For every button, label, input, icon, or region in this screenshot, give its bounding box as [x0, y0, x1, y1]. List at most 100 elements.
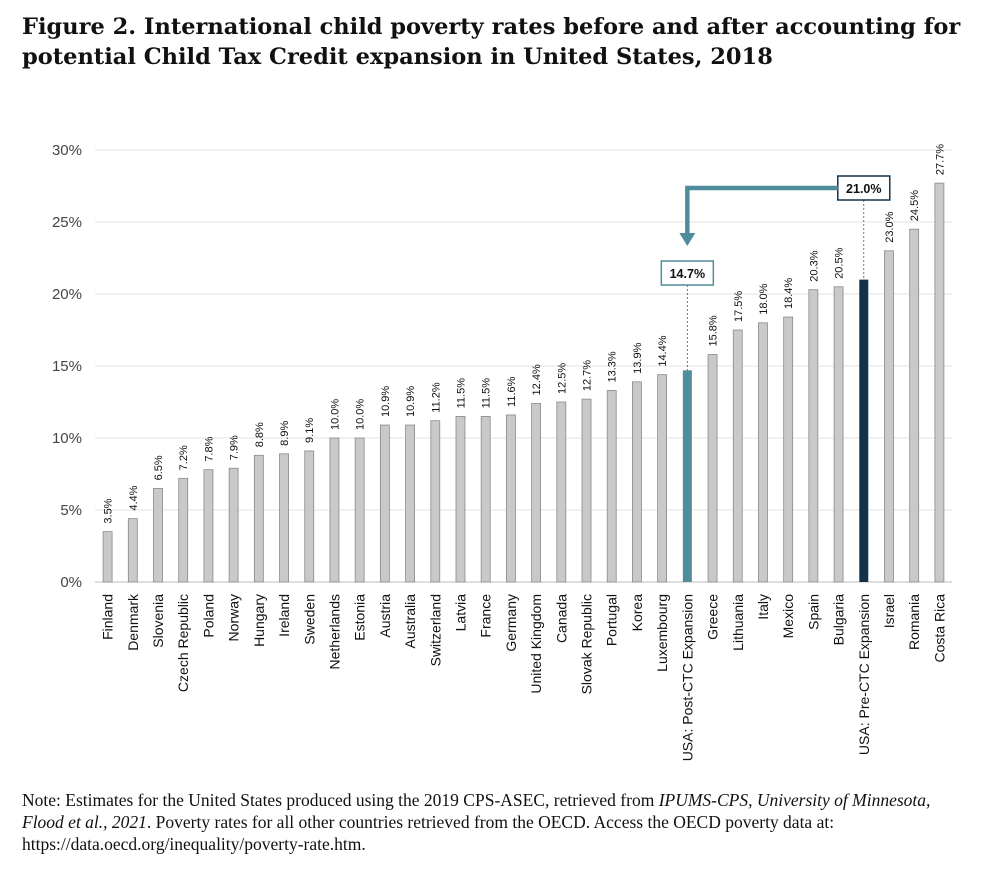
note-source: IPUMS-CPS, University of Minnesota, Floo…	[22, 790, 931, 832]
bar	[354, 437, 365, 583]
bar	[379, 424, 390, 583]
category-label: Israel	[881, 594, 897, 628]
gridlines	[95, 149, 952, 583]
bar	[808, 289, 819, 583]
y-tick-label: 25%	[52, 214, 82, 231]
pre-callout-value: 21.0%	[846, 182, 881, 196]
data-label: 11.2%	[430, 382, 442, 413]
y-tick-label: 0%	[60, 574, 82, 591]
category-label: Slovenia	[150, 594, 166, 648]
post-callout-box	[660, 260, 715, 286]
category-label: Norway	[226, 594, 242, 641]
data-label: 8.8%	[254, 422, 266, 447]
bar	[758, 322, 768, 583]
category-label: Netherlands	[326, 594, 342, 670]
category-label: Poland	[200, 594, 216, 638]
data-label: 18.4%	[783, 278, 795, 309]
change-arrow	[685, 185, 838, 234]
bar	[430, 420, 441, 583]
bar	[329, 437, 340, 583]
data-labels: 3.5% 4.4% 6.5% 7.2% 7.8% 7.9% 8.8% 8.9% 9.1% 10.0…	[103, 144, 947, 524]
y-axis: 0% 5% 10% 15% 20% 25% 30%	[52, 142, 82, 591]
category-label: Austria	[377, 594, 393, 638]
bar	[909, 228, 920, 583]
data-label: 12.4%	[531, 364, 543, 395]
category-label: Spain	[805, 594, 821, 630]
category-label: United Kingdom	[528, 594, 544, 694]
note-tail: . Poverty rates for all other countries …	[22, 812, 835, 854]
category-label: Germany	[503, 594, 519, 652]
category-label: Czech Republic	[175, 594, 191, 692]
bar	[783, 316, 794, 583]
category-label: Estonia	[352, 594, 368, 641]
category-label: USA: Pre-CTC Expansion	[856, 594, 872, 755]
bar	[707, 354, 718, 583]
data-label: 18.0%	[758, 283, 770, 314]
data-label: 20.3%	[808, 250, 820, 281]
data-label: 9.1%	[304, 418, 316, 443]
category-label: Latvia	[452, 594, 468, 632]
category-label: Portugal	[604, 594, 620, 646]
arrowhead	[679, 233, 696, 246]
bar	[657, 374, 668, 583]
bar	[884, 250, 894, 583]
data-label: 3.5%	[103, 498, 115, 523]
bar	[279, 453, 289, 583]
data-label: 14.4%	[657, 335, 669, 366]
data-label: 20.5%	[834, 247, 846, 278]
category-label: Switzerland	[427, 594, 443, 666]
y-tick-label: 10%	[52, 430, 82, 447]
data-label: 17.5%	[733, 291, 745, 322]
category-label: Bulgaria	[831, 594, 847, 646]
category-label: Greece	[705, 594, 721, 640]
bar	[732, 329, 743, 583]
y-tick-label: 15%	[52, 358, 82, 375]
bar	[102, 531, 113, 583]
category-label: France	[478, 594, 494, 638]
bar	[178, 477, 189, 583]
data-label: 10.9%	[380, 386, 392, 417]
data-label: 13.3%	[607, 351, 619, 382]
bar	[682, 370, 692, 582]
category-label: Canada	[553, 594, 569, 643]
data-label: 11.6%	[506, 376, 518, 407]
source-note: Note: Estimates for the United States pr…	[22, 789, 972, 855]
data-label: 12.7%	[582, 360, 594, 391]
bar	[606, 390, 617, 583]
y-tick-label: 5%	[60, 502, 82, 519]
category-label: Ireland	[276, 594, 292, 637]
category-label: Slovak Republic	[579, 594, 595, 694]
data-label: 12.5%	[556, 363, 568, 394]
category-label: Costa Rica	[931, 594, 947, 663]
bar	[480, 415, 491, 583]
data-label: 4.4%	[128, 485, 140, 510]
category-label: Sweden	[301, 594, 317, 645]
category-label: USA: Post-CTC Expansion	[679, 594, 695, 761]
note-lead: Note: Estimates for the United States pr…	[22, 790, 659, 810]
bar	[531, 403, 542, 583]
data-label: 24.5%	[909, 190, 921, 221]
bar	[253, 454, 264, 583]
bars	[102, 182, 945, 583]
bar	[581, 398, 592, 583]
bar	[127, 518, 138, 583]
data-label: 8.9%	[279, 421, 291, 446]
category-label: Lithuania	[730, 594, 746, 651]
data-label: 10.0%	[329, 399, 341, 430]
chart-title: Figure 2. International child poverty ra…	[22, 14, 961, 70]
category-label: Finland	[100, 594, 116, 640]
category-labels: Finland Denmark Slovenia Czech Republic Pola…	[100, 593, 948, 761]
annotations: 21.0% 14.7%	[660, 175, 891, 371]
data-label: 10.9%	[405, 386, 417, 417]
y-tick-label: 20%	[52, 286, 82, 303]
data-label: 23.0%	[884, 211, 896, 242]
data-label: 7.2%	[178, 445, 190, 470]
data-label: 7.8%	[203, 436, 215, 461]
bar	[833, 286, 844, 583]
category-label: Hungary	[251, 594, 267, 647]
category-label: Luxembourg	[654, 594, 670, 672]
category-label: Romania	[906, 594, 922, 650]
bar	[153, 487, 163, 583]
category-label: Australia	[402, 594, 418, 649]
data-label: 7.9%	[229, 435, 241, 460]
